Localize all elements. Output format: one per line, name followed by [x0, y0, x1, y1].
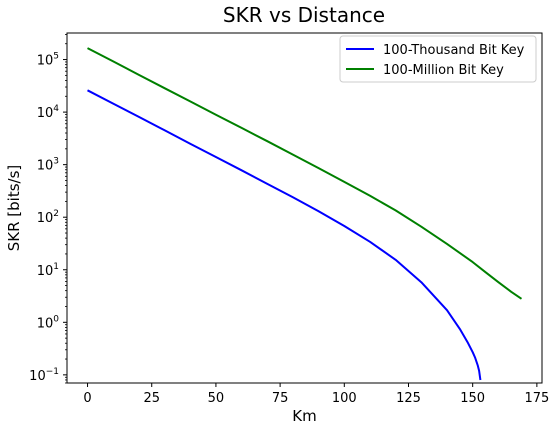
x-tick-label: 125 — [396, 391, 421, 406]
y-tick-label: 103 — [37, 157, 59, 174]
x-axis-label: Km — [292, 407, 316, 425]
x-axis: 0 25 50 75 100 125 150 175 — [83, 383, 549, 406]
y-axis-label: SKR [bits/s] — [5, 165, 23, 252]
legend-box — [339, 35, 537, 83]
legend: 100-Thousand Bit Key 100-Million Bit Key — [339, 35, 537, 83]
series-line-1 — [87, 89, 482, 381]
series-line-2 — [87, 47, 523, 300]
chart-title: SKR vs Distance — [223, 3, 385, 27]
x-tick-label: 0 — [83, 391, 91, 406]
legend-label: 100-Thousand Bit Key — [383, 43, 525, 58]
y-tick-label: 105 — [37, 52, 59, 69]
y-tick-label: 104 — [37, 104, 60, 121]
y-tick-label: 102 — [37, 209, 59, 226]
y-tick-label: 10−1 — [29, 367, 59, 384]
y-tick-label: 100 — [37, 314, 60, 331]
plot-area — [66, 32, 543, 384]
y-axis: 10−1 100 101 102 103 104 105 — [29, 34, 67, 384]
series-group — [87, 47, 523, 381]
x-tick-label: 25 — [143, 391, 160, 406]
x-tick-label: 150 — [460, 391, 485, 406]
legend-label: 100-Million Bit Key — [383, 63, 504, 78]
x-tick-label: 50 — [208, 391, 225, 406]
x-tick-label: 75 — [272, 391, 289, 406]
x-tick-label: 175 — [524, 391, 549, 406]
x-tick-label: 100 — [332, 391, 357, 406]
y-tick-label: 101 — [37, 262, 59, 279]
